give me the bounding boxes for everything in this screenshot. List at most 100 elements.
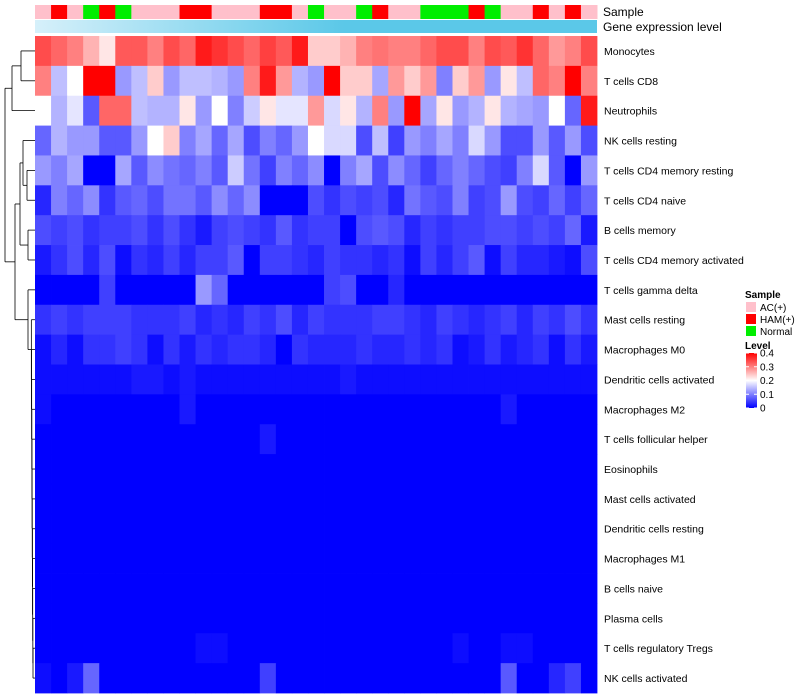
heatmap-cell <box>83 633 100 664</box>
heatmap-cell <box>163 483 180 515</box>
heatmap-cell <box>452 95 469 126</box>
heatmap-cell <box>51 185 68 216</box>
heatmap-cell <box>147 65 164 97</box>
heatmap-cell <box>275 65 293 97</box>
heatmap-cell <box>452 274 469 306</box>
heatmap-cell <box>99 543 116 574</box>
heatmap-cell <box>548 663 566 694</box>
heatmap-cell <box>388 245 405 276</box>
heatmap-cell <box>291 633 309 664</box>
heatmap-cell <box>452 364 469 395</box>
heatmap-cell <box>275 95 293 126</box>
heatmap-cell <box>115 483 132 515</box>
heatmap-cell <box>404 543 421 574</box>
heatmap-cell <box>115 334 132 365</box>
heatmap-cell <box>35 513 52 545</box>
heatmap-cell <box>532 274 550 306</box>
heatmap-cell <box>163 125 180 156</box>
heatmap-cell <box>516 304 534 336</box>
heatmap-cell <box>99 394 116 425</box>
heatmap-cell <box>259 304 277 336</box>
heatmap-cell <box>548 95 566 126</box>
heatmap-cell <box>420 155 437 186</box>
heatmap-cell <box>324 36 341 67</box>
heatmap-cell <box>99 663 116 694</box>
heatmap-cell <box>227 304 245 336</box>
heatmap-cell <box>372 424 389 455</box>
heatmap-cell <box>35 603 52 634</box>
heatmap-cell <box>243 483 261 515</box>
heatmap-cell <box>163 513 180 545</box>
sample-annotation-cell <box>436 5 453 19</box>
heatmap-cell <box>580 663 598 694</box>
heatmap-cell <box>324 125 341 156</box>
heatmap-cell <box>195 95 213 126</box>
heatmap-cell <box>99 573 116 604</box>
sample-annotation-cell <box>275 5 293 19</box>
legend-sample-label: AC(+) <box>760 303 786 314</box>
sample-annotation-cell <box>580 5 598 19</box>
heatmap-cell <box>99 633 116 664</box>
row-label: Eosinophils <box>604 464 658 476</box>
heatmap-cell <box>564 364 582 395</box>
heatmap-cell <box>564 483 582 515</box>
heatmap-cell <box>388 454 405 485</box>
heatmap-cell <box>291 185 309 216</box>
heatmap-cell <box>372 633 389 664</box>
heatmap-cell <box>67 245 84 276</box>
expression-annotation-bar <box>35 20 597 33</box>
heatmap-cell <box>500 543 518 574</box>
heatmap-cell <box>468 155 485 186</box>
heatmap-cell <box>580 454 598 485</box>
heatmap-cell <box>83 215 100 246</box>
heatmap-cell <box>99 304 116 336</box>
heatmap-cell <box>420 633 437 664</box>
heatmap-cell <box>35 36 52 67</box>
heatmap-cell <box>516 513 534 545</box>
heatmap-cell <box>243 95 261 126</box>
heatmap-cell <box>131 185 148 216</box>
heatmap-cell <box>243 334 261 365</box>
heatmap-cell <box>179 603 196 634</box>
heatmap-cell <box>356 274 373 306</box>
sample-annotation-cell <box>372 5 389 19</box>
heatmap-cell <box>484 394 502 425</box>
heatmap-cell <box>195 155 213 186</box>
heatmap-cell <box>420 95 437 126</box>
heatmap-cell <box>147 513 164 545</box>
heatmap-cell <box>388 185 405 216</box>
heatmap-cell <box>436 663 453 694</box>
heatmap-cell <box>452 663 469 694</box>
row-label: Mast cells resting <box>604 315 685 327</box>
heatmap-cell <box>259 95 277 126</box>
heatmap-cell <box>163 603 180 634</box>
heatmap-cell <box>307 245 325 276</box>
heatmap-cell <box>51 334 68 365</box>
heatmap-cell <box>67 424 84 455</box>
heatmap-cell <box>275 36 293 67</box>
sample-annotation-cell <box>564 5 582 19</box>
heatmap-cell <box>372 394 389 425</box>
heatmap-cell <box>67 364 84 395</box>
heatmap-cell <box>83 304 100 336</box>
row-label: Dendritic cells resting <box>604 524 704 536</box>
heatmap-cell <box>468 663 485 694</box>
heatmap-cell <box>259 543 277 574</box>
heatmap-cell <box>163 663 180 694</box>
heatmap-cell <box>452 155 469 186</box>
heatmap-cell <box>532 334 550 365</box>
heatmap-cell <box>307 513 325 545</box>
heatmap-cell <box>452 215 469 246</box>
heatmap-cell <box>468 274 485 306</box>
heatmap-cell <box>179 394 196 425</box>
heatmap-cell <box>452 573 469 604</box>
heatmap-cell <box>436 185 453 216</box>
heatmap-cell <box>580 334 598 365</box>
heatmap-cell <box>420 513 437 545</box>
heatmap-cell <box>83 663 100 694</box>
heatmap-cell <box>548 125 566 156</box>
heatmap-cell <box>307 36 325 67</box>
heatmap-cell <box>356 573 373 604</box>
heatmap-cell <box>291 274 309 306</box>
sample-annotation-cell <box>147 5 164 19</box>
